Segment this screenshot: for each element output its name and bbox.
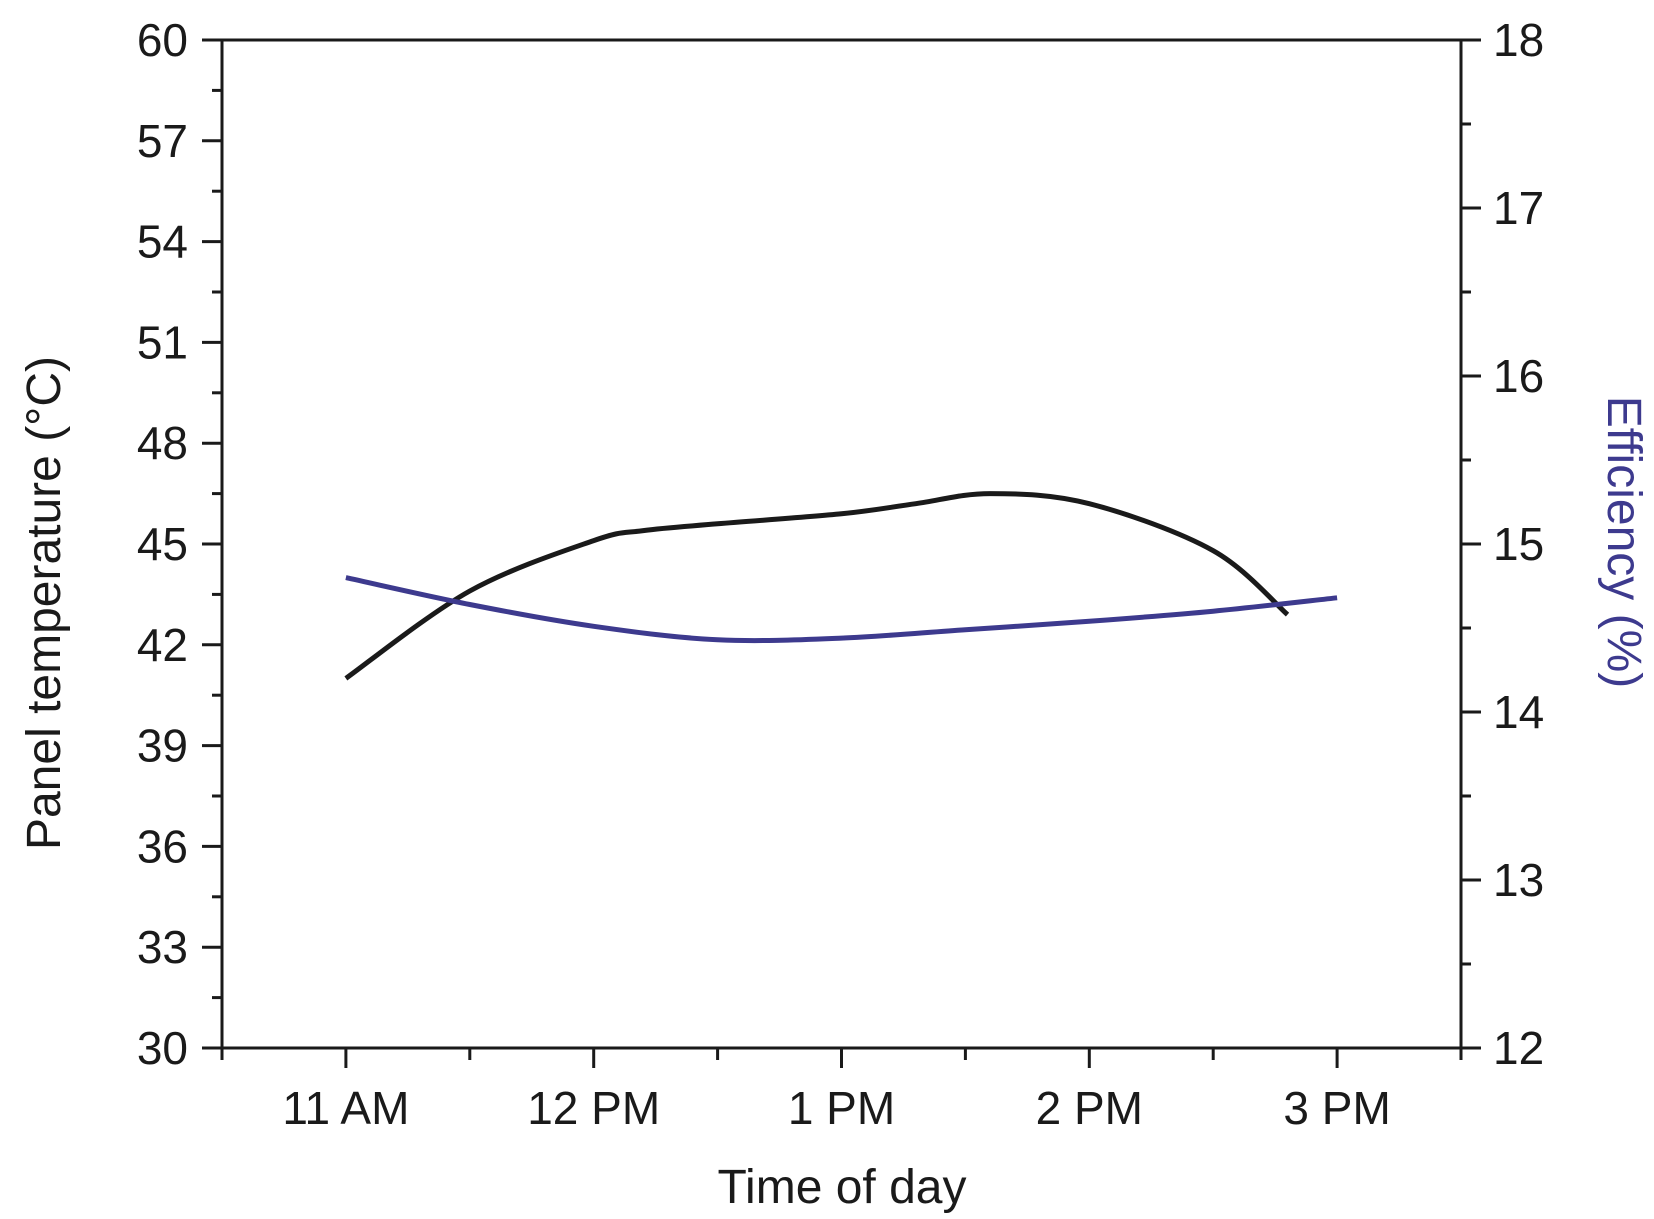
- y-left-tick-label: 51: [137, 316, 188, 368]
- y-left-tick-label: 39: [137, 720, 188, 772]
- y-right-tick-label: 13: [1493, 854, 1544, 906]
- x-tick-label: 1 PM: [788, 1082, 895, 1134]
- x-tick-label: 12 PM: [527, 1082, 660, 1134]
- y-right-tick-label: 16: [1493, 350, 1544, 402]
- y-right-tick-label: 14: [1493, 686, 1544, 738]
- y-left-tick-label: 57: [137, 115, 188, 167]
- x-axis-title: Time of day: [718, 1161, 967, 1214]
- x-tick-label: 3 PM: [1283, 1082, 1390, 1134]
- efficiency-series-line: [345, 575, 1338, 644]
- plot-frame: [220, 38, 1463, 1050]
- axes: [220, 38, 1463, 1050]
- y-right-tick-label: 17: [1493, 182, 1544, 234]
- series-lines: [344, 491, 1338, 681]
- y-right-tick-label: 12: [1493, 1022, 1544, 1074]
- tick-labels: 30 33 36 39 42 45 48 51 54 57 60 12 13 14 15 16 17 18 11 A…: [137, 14, 1544, 1134]
- y-left-tick-label: 48: [137, 417, 188, 469]
- y-right-tick-label: 18: [1493, 14, 1544, 66]
- y-left-tick-label: 42: [137, 619, 188, 671]
- y-left-tick-label: 60: [137, 14, 188, 66]
- x-tick-label: 11 AM: [282, 1082, 409, 1134]
- y-left-tick-label: 33: [137, 921, 188, 973]
- y-left-tick-label: 36: [137, 820, 188, 872]
- y-axis-right-title: Efficiency (%): [1597, 396, 1650, 689]
- ticks: [202, 38, 1481, 1068]
- y-axis-left-title: Panel temperature (°C): [18, 356, 71, 850]
- y-left-tick-label: 30: [137, 1022, 188, 1074]
- y-right-tick-label: 15: [1493, 518, 1544, 570]
- x-tick-label: 2 PM: [1036, 1082, 1143, 1134]
- y-left-tick-label: 45: [137, 518, 188, 570]
- y-left-tick-label: 54: [137, 216, 188, 268]
- temperature-series-line: [344, 491, 1290, 681]
